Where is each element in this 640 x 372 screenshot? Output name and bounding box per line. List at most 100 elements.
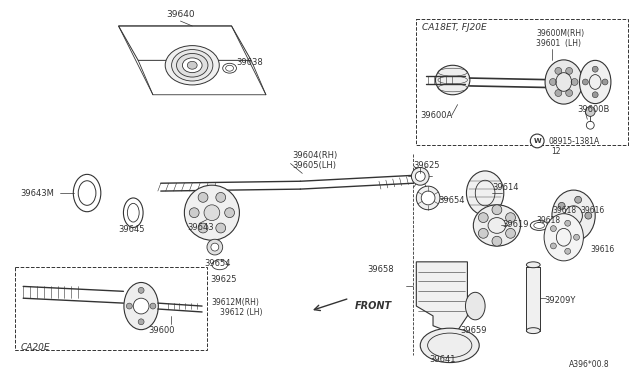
Circle shape [558,222,565,229]
Circle shape [555,90,562,96]
Text: 39600: 39600 [148,326,175,335]
Text: 39643: 39643 [188,222,214,231]
Ellipse shape [172,49,213,81]
Circle shape [415,171,425,181]
Text: 39612 (LH): 39612 (LH) [220,308,262,317]
Text: CA18ET, FJ20E: CA18ET, FJ20E [422,23,487,32]
Ellipse shape [467,171,504,215]
Ellipse shape [124,282,158,330]
Text: 39614: 39614 [492,183,518,192]
Circle shape [421,191,435,205]
Circle shape [602,79,608,85]
Ellipse shape [526,262,540,268]
Circle shape [478,213,488,222]
Circle shape [492,236,502,246]
Ellipse shape [474,205,520,246]
Text: 08915-1381A: 08915-1381A [548,137,599,146]
Circle shape [211,243,219,251]
Text: 39600B: 39600B [577,105,610,113]
Text: 39654: 39654 [438,196,465,205]
Text: 39638: 39638 [236,58,263,67]
Circle shape [412,167,429,185]
Ellipse shape [579,60,611,104]
Text: 39658: 39658 [367,265,394,274]
Text: 39616: 39616 [590,245,614,254]
Ellipse shape [435,65,470,95]
Text: 39616: 39616 [580,206,605,215]
Circle shape [582,79,588,85]
Text: FRONT: FRONT [355,301,392,311]
Circle shape [416,186,440,210]
Text: 39641: 39641 [429,355,456,364]
Circle shape [558,202,565,209]
Circle shape [492,205,502,215]
Text: 39625: 39625 [210,275,236,283]
Ellipse shape [188,61,197,69]
Ellipse shape [165,46,220,85]
Text: 39618: 39618 [536,216,561,225]
Ellipse shape [552,190,595,241]
Circle shape [138,319,144,325]
Circle shape [198,223,208,233]
Ellipse shape [526,328,540,334]
Ellipse shape [465,292,485,320]
Ellipse shape [223,63,236,73]
Circle shape [575,228,582,235]
Circle shape [571,78,578,86]
Circle shape [138,288,144,293]
Ellipse shape [420,328,479,363]
Circle shape [506,213,515,222]
Text: 39612M(RH): 39612M(RH) [212,298,260,307]
Circle shape [573,234,579,240]
Circle shape [198,192,208,202]
Circle shape [216,223,226,233]
Text: 39605(LH): 39605(LH) [292,161,337,170]
Ellipse shape [545,60,582,104]
Circle shape [592,92,598,98]
Ellipse shape [182,58,202,73]
Circle shape [225,208,234,218]
Circle shape [189,208,199,218]
Text: 39640: 39640 [166,10,195,19]
Ellipse shape [177,54,208,77]
Circle shape [550,226,556,231]
Text: 39643M: 39643M [20,189,54,198]
Text: A396*00.8: A396*00.8 [570,360,610,369]
Text: 39600A: 39600A [420,112,452,121]
Ellipse shape [544,214,584,261]
Circle shape [564,220,571,226]
Text: W: W [533,138,541,144]
Circle shape [586,106,595,116]
Text: CA20E: CA20E [20,343,50,352]
Circle shape [555,67,562,74]
Circle shape [204,205,220,221]
Circle shape [585,212,592,219]
Text: 39604(RH): 39604(RH) [292,151,338,160]
Circle shape [575,196,582,203]
Text: 39600M(RH): 39600M(RH) [536,29,584,38]
Circle shape [150,303,156,309]
Circle shape [566,90,573,96]
Text: 12: 12 [551,147,561,156]
Circle shape [126,303,132,309]
Bar [416,19,628,145]
Text: 39601  (LH): 39601 (LH) [536,39,581,48]
Text: 39619: 39619 [502,219,529,228]
Circle shape [184,185,239,240]
Text: 39209Y: 39209Y [544,296,575,305]
Text: 39618: 39618 [552,206,576,215]
Polygon shape [416,262,467,331]
Bar [526,267,540,331]
Circle shape [216,192,226,202]
Text: 39625: 39625 [413,161,440,170]
Text: 39654: 39654 [204,259,230,268]
Text: 39645: 39645 [118,225,145,234]
Bar [15,267,207,350]
Circle shape [566,67,573,74]
Circle shape [550,243,556,249]
Text: 39659: 39659 [460,326,486,335]
Circle shape [592,66,598,72]
Circle shape [550,78,556,86]
Circle shape [133,298,149,314]
Ellipse shape [226,65,234,71]
